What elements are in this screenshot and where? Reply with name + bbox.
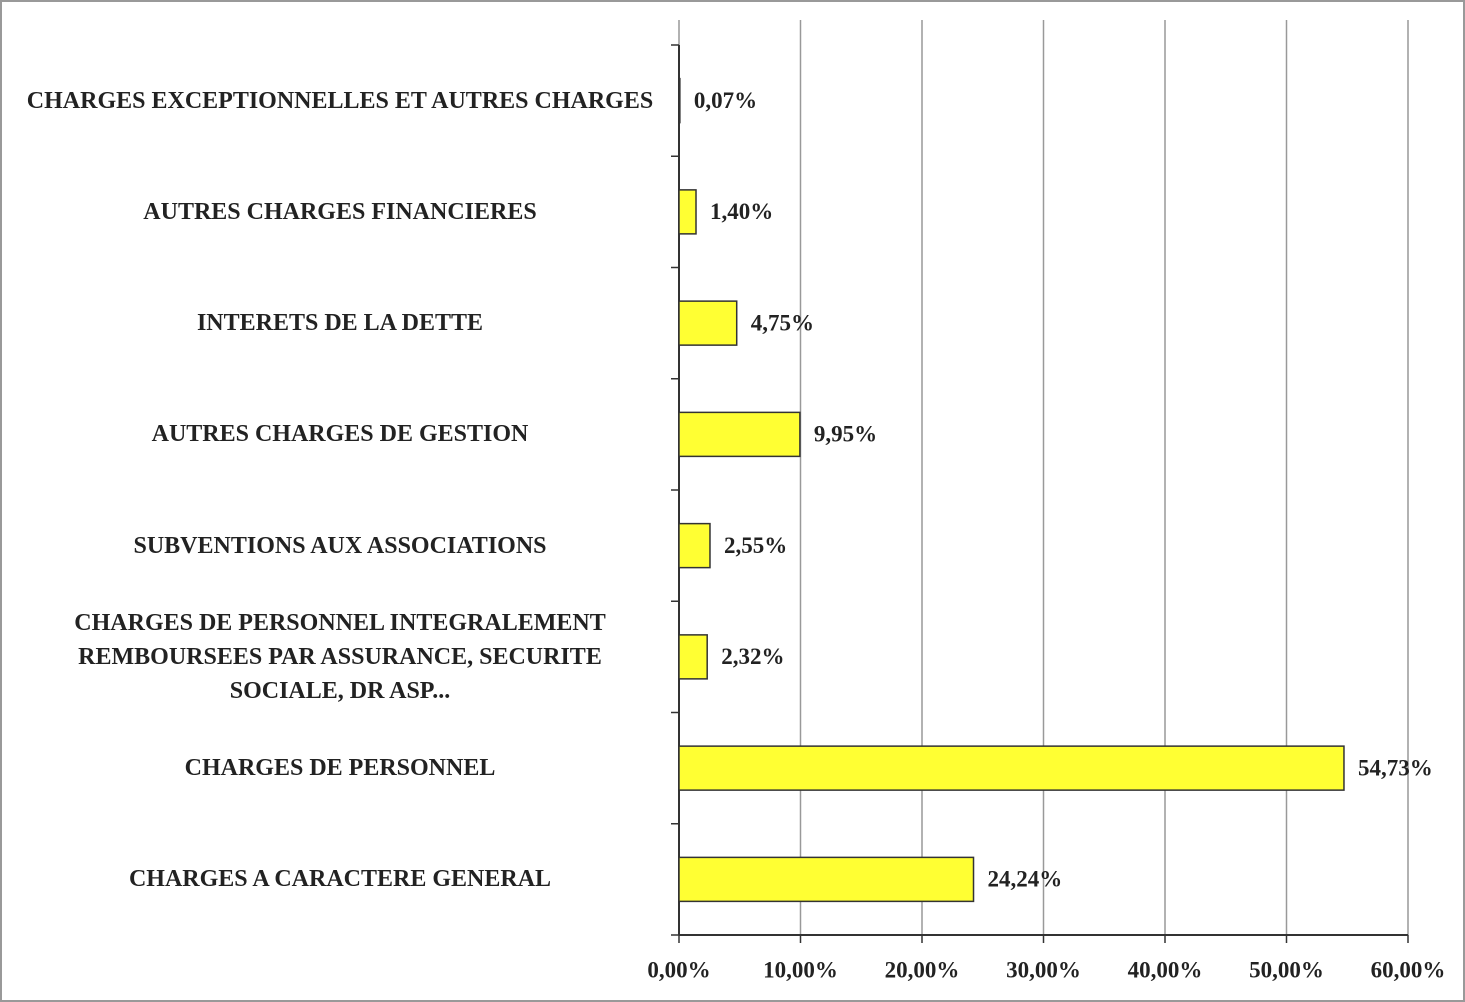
value-label: 24,24%	[988, 867, 1063, 892]
bar	[678, 77, 681, 124]
x-tick-label: 0,00%	[647, 957, 710, 982]
bar	[678, 745, 1345, 791]
value-label: 54,73%	[1358, 755, 1433, 780]
category-label: SUBVENTIONS AUX ASSOCIATIONS	[133, 532, 547, 559]
category-label: CHARGES DE PERSONNEL	[184, 755, 496, 782]
x-tick-label: 30,00%	[1006, 957, 1081, 982]
bar	[678, 411, 801, 458]
category-label: AUTRES CHARGES FINANCIERES	[143, 198, 537, 225]
category-label: AUTRES CHARGES DE GESTION	[151, 421, 529, 448]
x-tick-label: 40,00%	[1128, 957, 1203, 982]
bar	[678, 300, 738, 346]
x-tick-label: 20,00%	[885, 957, 960, 982]
value-label: 1,40%	[710, 199, 773, 224]
bar	[678, 189, 697, 235]
bar	[678, 634, 708, 680]
value-label: 4,75%	[751, 310, 814, 335]
bar	[678, 522, 711, 569]
x-tick-label: 60,00%	[1371, 957, 1446, 982]
category-label: CHARGES EXCEPTIONNELLES ET AUTRES CHARGE…	[26, 87, 654, 114]
value-label: 2,55%	[724, 533, 787, 558]
bar	[678, 856, 975, 903]
value-label: 0,07%	[694, 88, 757, 113]
category-label: CHARGES A CARACTERE GENERAL	[128, 866, 552, 893]
x-tick-label: 10,00%	[763, 957, 838, 982]
value-label: 9,95%	[814, 422, 877, 447]
x-tick-label: 50,00%	[1249, 957, 1324, 982]
category-label: INTERETS DE LA DETTE	[196, 310, 484, 337]
value-label: 2,32%	[721, 644, 784, 669]
category-label: CHARGES DE PERSONNEL INTEGRALEMENT REMBO…	[74, 609, 606, 704]
